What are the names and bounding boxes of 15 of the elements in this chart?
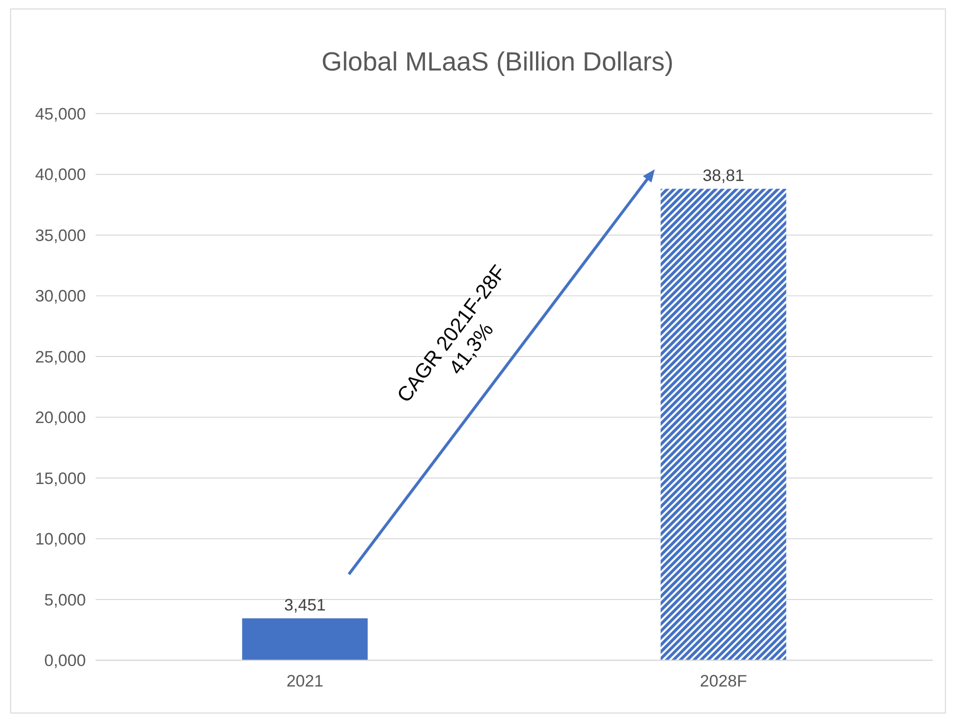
y-tick-label: 0,000 [44,651,86,670]
data-label: 3,451 [284,595,326,614]
y-tick-label: 30,000 [35,286,86,306]
x-tick-label: 2028F [700,672,747,691]
y-tick-label: 15,000 [35,468,86,488]
y-tick-label: 10,000 [35,530,86,549]
chart-title: Global MLaaS (Billion Dollars) [322,46,674,77]
y-tick-label: 45,000 [35,104,86,124]
y-tick-label: 35,000 [35,226,86,245]
y-tick-label: 5,000 [44,590,86,610]
y-tick-label: 25,000 [35,347,86,366]
data-label: 38,81 [702,166,744,185]
y-tick-label: 20,000 [35,408,86,428]
y-tick-label: 40,000 [35,165,86,184]
x-tick-label: 2021 [286,672,324,691]
